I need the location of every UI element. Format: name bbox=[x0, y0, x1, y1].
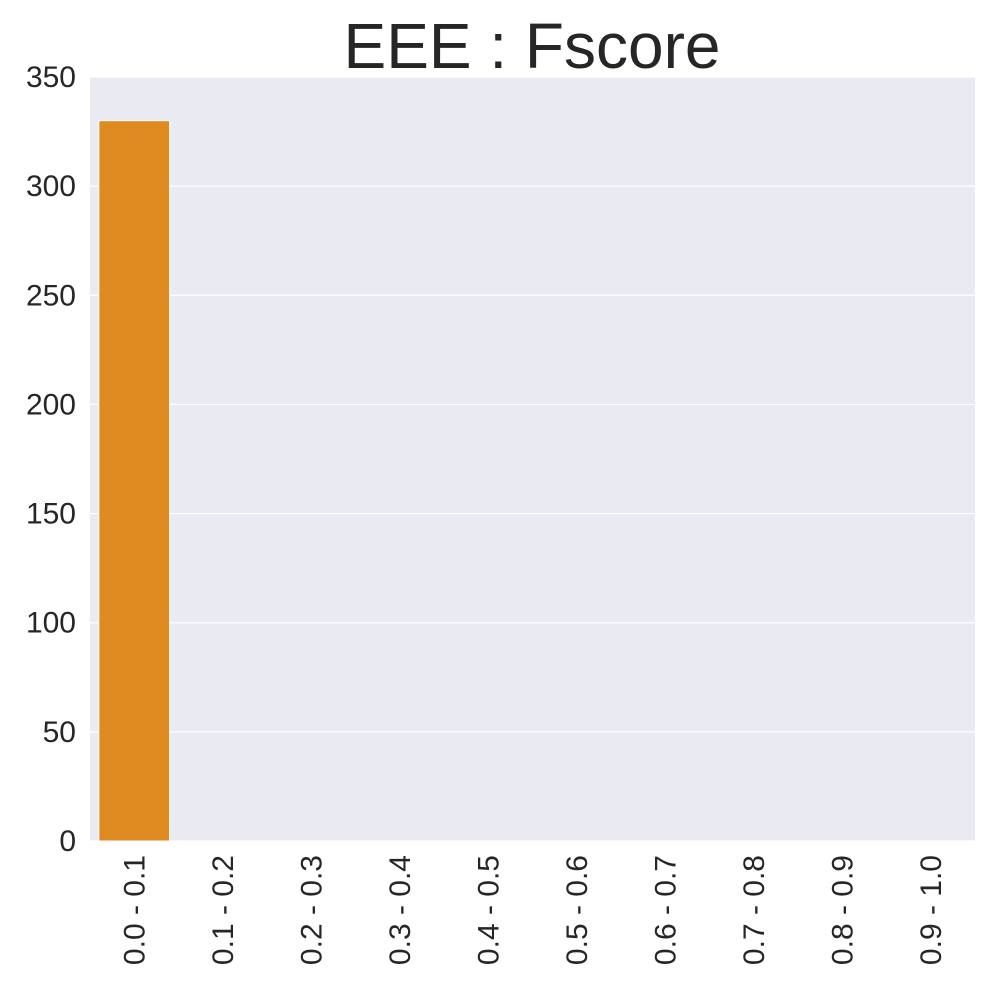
chart-title: EEE : Fscore bbox=[344, 10, 721, 82]
y-tick-label: 200 bbox=[26, 388, 76, 421]
x-tick-label: 0.2 - 0.3 bbox=[295, 855, 328, 965]
y-tick-label: 300 bbox=[26, 170, 76, 203]
x-tick-label: 0.3 - 0.4 bbox=[384, 855, 417, 965]
y-axis-tick-labels: 0 50 100 150 200 250 300 350 bbox=[26, 61, 76, 858]
y-tick-label: 350 bbox=[26, 61, 76, 94]
x-tick-label: 0.0 - 0.1 bbox=[118, 855, 151, 965]
bar bbox=[98, 120, 171, 842]
x-tick-label: 0.4 - 0.5 bbox=[472, 855, 505, 965]
bars bbox=[98, 120, 171, 842]
x-tick-label: 0.7 - 0.8 bbox=[738, 855, 771, 965]
y-tick-label: 0 bbox=[59, 825, 76, 858]
y-tick-label: 50 bbox=[43, 716, 76, 749]
y-tick-label: 250 bbox=[26, 279, 76, 312]
x-tick-label: 0.8 - 0.9 bbox=[826, 855, 859, 965]
x-axis-tick-labels: 0.0 - 0.1 0.1 - 0.2 0.2 - 0.3 0.3 - 0.4 0.4 … bbox=[118, 855, 948, 965]
plot-area bbox=[90, 77, 975, 841]
y-tick-label: 100 bbox=[26, 607, 76, 640]
x-tick-label: 0.9 - 1.0 bbox=[915, 855, 948, 965]
y-tick-label: 150 bbox=[26, 498, 76, 531]
x-tick-label: 0.1 - 0.2 bbox=[207, 855, 240, 965]
x-tick-label: 0.5 - 0.6 bbox=[561, 855, 594, 965]
grid-lines bbox=[90, 76, 975, 842]
x-tick-label: 0.6 - 0.7 bbox=[649, 855, 682, 965]
